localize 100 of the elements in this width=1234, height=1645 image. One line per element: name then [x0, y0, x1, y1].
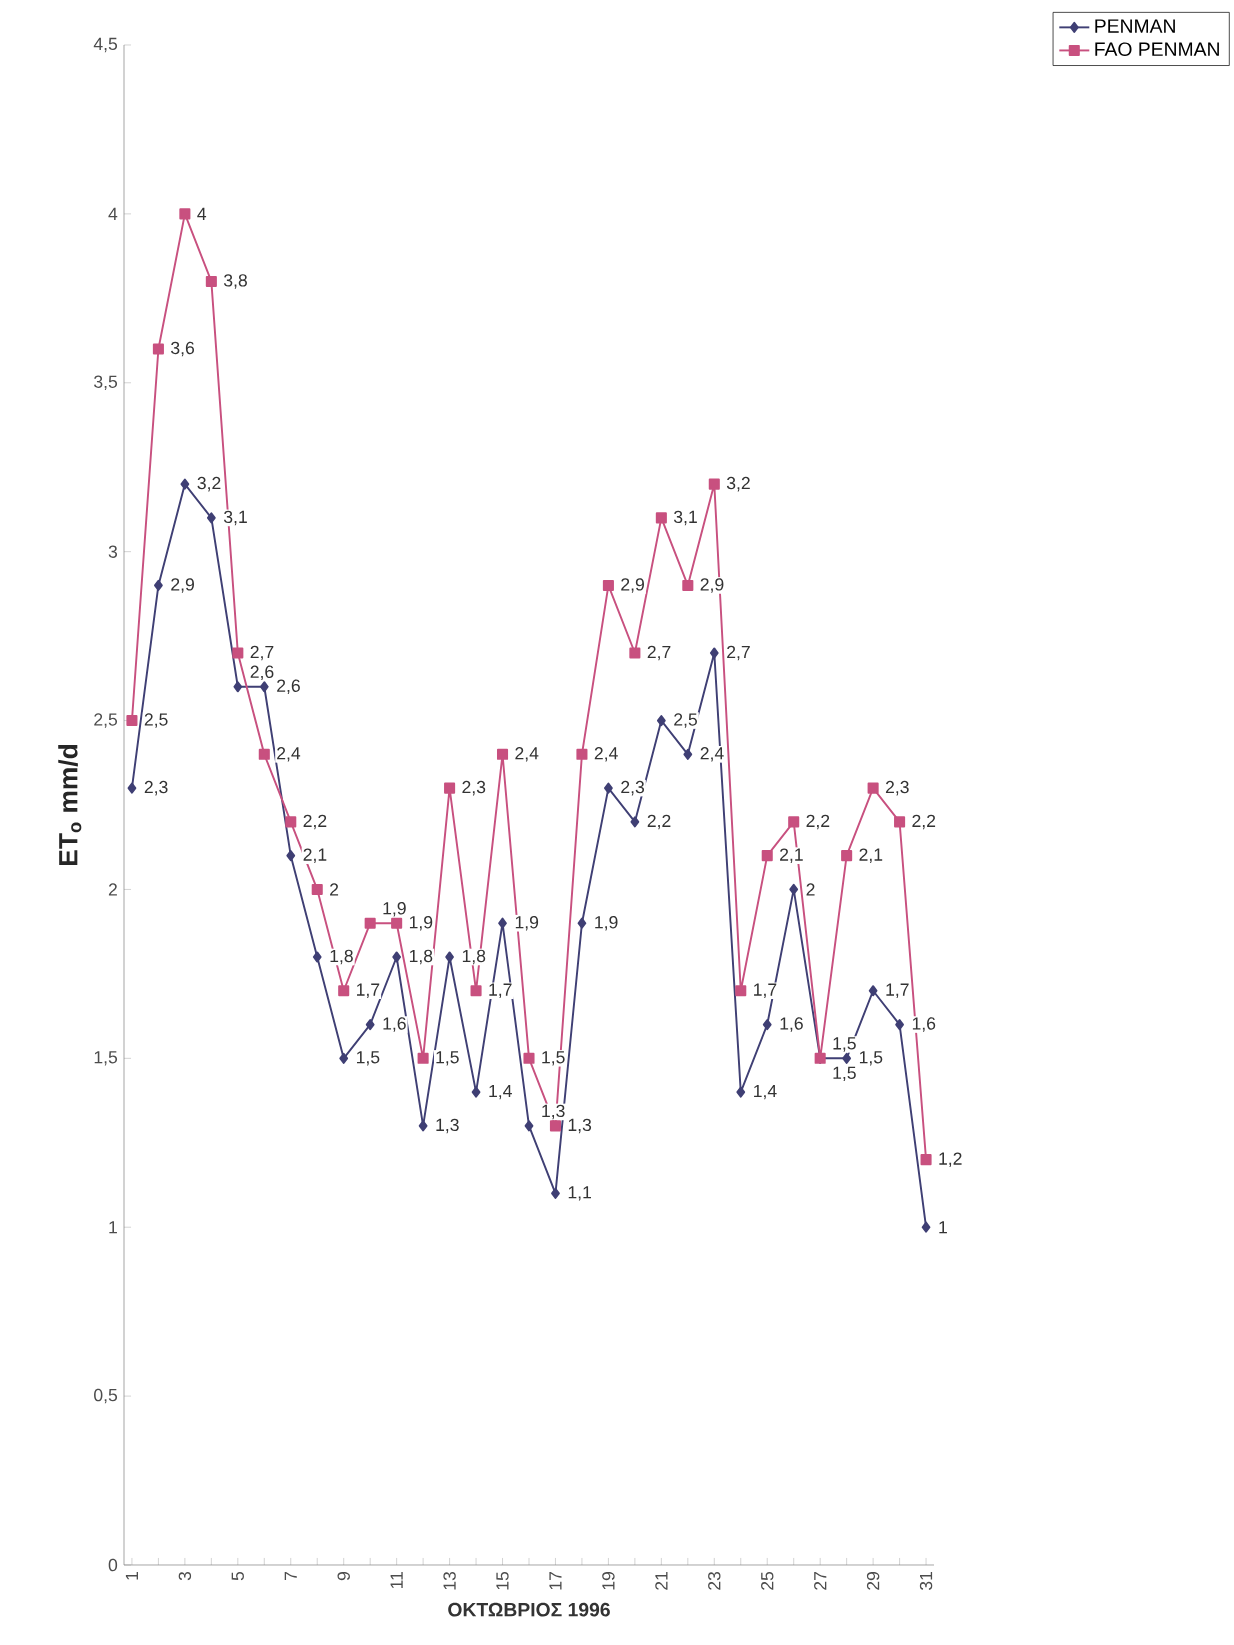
data-label: 1,8: [330, 949, 353, 965]
y-tick-label: 2,5: [94, 713, 118, 728]
data-label: 1,6: [912, 1017, 936, 1032]
y-tick-label: 3,5: [94, 375, 118, 391]
data-label: 2,2: [303, 814, 327, 830]
data-label: 1: [939, 1221, 947, 1234]
data-label: 1,7: [754, 983, 777, 998]
point: [233, 681, 243, 693]
point: [842, 1052, 852, 1064]
data-label: 1,5: [859, 1051, 883, 1066]
data-label: 1,9: [595, 915, 618, 931]
data-label: 2,5: [144, 713, 168, 728]
data-label: 2,2: [806, 814, 830, 830]
y-tick-label: 1: [109, 1221, 117, 1234]
point: [789, 883, 799, 895]
data-label: 2,3: [144, 780, 168, 796]
point: [126, 715, 138, 727]
point: [894, 816, 906, 828]
point: [127, 782, 137, 794]
point: [762, 1019, 772, 1031]
point: [232, 647, 244, 659]
point: [602, 579, 614, 591]
data-label: 2,5: [674, 713, 697, 728]
data-label: 1,2: [939, 1152, 962, 1167]
point: [311, 883, 323, 895]
point: [417, 1052, 429, 1064]
data-label: 1,9: [515, 915, 539, 931]
data-label: 1,6: [383, 1017, 406, 1032]
point: [364, 917, 376, 929]
x-tick-label: 13: [443, 1571, 456, 1590]
legend-label: FAO PENMAN: [1095, 42, 1219, 57]
point: [736, 1086, 746, 1098]
point: [392, 951, 402, 963]
data-label: 1,8: [409, 949, 433, 965]
point: [524, 1120, 534, 1132]
y-tick-label: 3: [108, 545, 118, 558]
point: [629, 647, 641, 659]
data-label: 4: [197, 207, 207, 220]
point: [788, 816, 800, 828]
point: [921, 1221, 931, 1233]
data-label: 2: [330, 883, 339, 896]
x-tick-label: 31: [919, 1572, 933, 1591]
x-tick-label: 25: [761, 1571, 774, 1590]
data-label: 1,3: [436, 1118, 459, 1134]
data-label: 2,4: [700, 747, 724, 762]
data-label: 2,4: [277, 747, 301, 762]
point: [735, 985, 747, 997]
point: [496, 748, 509, 760]
point: [152, 343, 164, 355]
point: [655, 512, 667, 524]
point: [312, 951, 322, 963]
point: [205, 275, 217, 287]
point: [761, 850, 773, 862]
y-tick-label: 4,5: [93, 37, 118, 53]
point: [418, 1120, 428, 1132]
x-tick-label: 23: [708, 1571, 721, 1590]
point: [549, 1120, 562, 1132]
data-label: 1,9: [409, 915, 433, 931]
data-label: 1,5: [436, 1051, 459, 1066]
x-tick-label: 11: [390, 1572, 403, 1589]
point: [523, 1052, 535, 1064]
point: [154, 579, 163, 591]
point: [391, 917, 403, 929]
point: [630, 816, 640, 828]
data-label: 2,1: [780, 848, 803, 863]
point: [895, 1019, 904, 1031]
data-label: 2: [806, 883, 815, 896]
data-label: 1,7: [886, 983, 909, 998]
data-label: 2,1: [303, 848, 327, 863]
data-label: 3,1: [673, 510, 697, 526]
point: [498, 917, 507, 929]
data-label: 1,4: [754, 1084, 777, 1100]
point: [339, 1052, 349, 1064]
x-tick-label: 3: [178, 1571, 192, 1581]
data-label: 3,2: [726, 476, 750, 492]
point: [867, 782, 879, 794]
data-label: 2,7: [727, 645, 750, 661]
x-tick-label: 19: [602, 1572, 615, 1590]
y-tick-label: 2: [108, 883, 117, 896]
point: [180, 478, 190, 490]
point: [444, 782, 456, 794]
x-tick-label: 15: [496, 1571, 509, 1590]
point: [868, 985, 878, 997]
point: [656, 715, 666, 727]
data-label: 2,7: [250, 645, 274, 661]
point: [259, 681, 269, 693]
point: [258, 748, 270, 760]
x-tick-label: 21: [655, 1572, 668, 1590]
data-label: 2,2: [647, 814, 671, 830]
y-tick-label: 0,5: [94, 1388, 118, 1404]
point: [285, 816, 297, 828]
data-label: 3,1: [223, 510, 247, 526]
data-label: 1,5: [833, 1037, 856, 1052]
x-tick-label: 7: [284, 1572, 297, 1581]
data-label: 1,5: [542, 1051, 565, 1066]
data-label: 1,8: [462, 949, 486, 965]
data-label: 2,1: [859, 848, 883, 863]
data-label: 1,3: [542, 1104, 565, 1120]
point: [576, 748, 588, 760]
point: [577, 917, 587, 929]
